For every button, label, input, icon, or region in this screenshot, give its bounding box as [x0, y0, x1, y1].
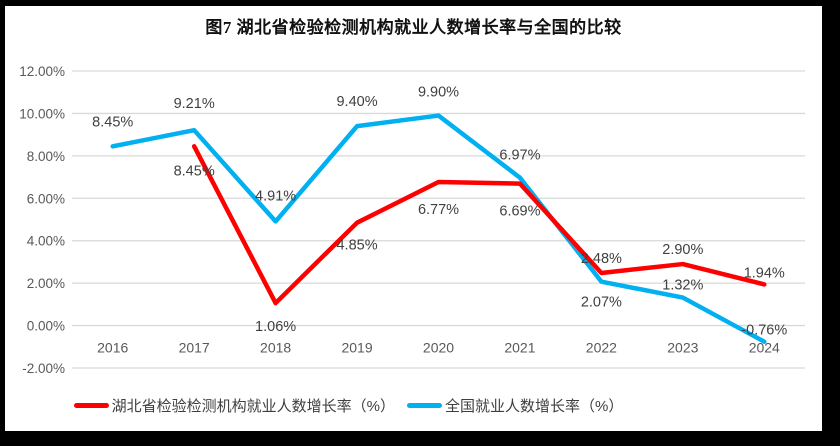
x-axis-tick-label: 2022: [586, 340, 617, 356]
legend-item-hubei: 湖北省检验检测机构就业人数增长率（%）: [73, 395, 395, 416]
data-label-national: 9.90%: [418, 85, 459, 101]
data-label-hubei: 6.69%: [499, 204, 540, 220]
data-label-national: -0.76%: [741, 323, 787, 339]
line-chart-plot: 12.00% 10.00% 8.00% 6.00% 4.00% 2.00% 0.00% -2.…: [19, 64, 805, 376]
chart-canvas: 图7 湖北省检验检测机构就业人数增长率与全国的比较 12.00% 10.00% 8.…: [5, 6, 822, 431]
series-line-national: [110, 113, 767, 344]
x-axis-tick-label: 2021: [504, 340, 535, 356]
national-line-swatch-icon: [407, 403, 442, 408]
y-axis-tick-label: 10.00%: [19, 106, 65, 121]
hubei-line-swatch-icon: [73, 403, 109, 408]
x-axis-tick-label: 2018: [260, 340, 291, 356]
data-label-hubei: 2.90%: [662, 242, 703, 258]
x-axis-tick-label: 2019: [341, 340, 372, 356]
chart-legend: 湖北省检验检测机构就业人数增长率（%） 全国就业人数增长率（%）: [5, 395, 822, 416]
data-label-national: 9.40%: [336, 94, 377, 110]
y-axis-tick-label: 0.00%: [27, 319, 65, 334]
data-label-national: 8.45%: [92, 114, 133, 130]
data-label-hubei: 6.77%: [418, 202, 459, 218]
y-axis-tick-label: 4.00%: [27, 234, 65, 249]
y-axis-tick-label: -2.00%: [22, 361, 65, 376]
series-line-hubei: [191, 144, 767, 306]
data-label-hubei: 1.06%: [255, 319, 296, 335]
data-label-national: 2.07%: [581, 295, 622, 311]
x-axis-tick-label: 2020: [423, 340, 454, 356]
y-axis-tick-label: 12.00%: [19, 64, 65, 79]
data-label-hubei: 2.48%: [581, 251, 622, 267]
data-label-national: 1.32%: [662, 278, 703, 294]
legend-label-national: 全国就业人数增长率（%）: [445, 398, 624, 415]
x-axis-tick-label: 2017: [179, 340, 210, 356]
x-axis-tick-label: 2024: [749, 340, 780, 356]
x-axis-tick-label: 2016: [97, 340, 128, 356]
data-label-hubei: 8.45%: [174, 163, 215, 179]
legend-label-hubei: 湖北省检验检测机构就业人数增长率（%）: [111, 398, 395, 415]
data-label-hubei: 4.85%: [336, 238, 377, 254]
data-label-national: 4.91%: [255, 188, 296, 204]
y-axis-tick-label: 6.00%: [27, 191, 65, 206]
data-label-national: 6.97%: [499, 148, 540, 164]
x-axis-tick-label: 2023: [667, 340, 698, 356]
legend-item-national: 全国就业人数增长率（%）: [407, 395, 623, 416]
y-axis-tick-label: 2.00%: [27, 276, 65, 291]
data-label-national: 9.21%: [174, 96, 215, 112]
data-label-hubei: 1.94%: [744, 265, 785, 281]
chart-title: 图7 湖北省检验检测机构就业人数增长率与全国的比较: [205, 18, 622, 37]
y-axis-tick-label: 8.00%: [27, 149, 65, 164]
